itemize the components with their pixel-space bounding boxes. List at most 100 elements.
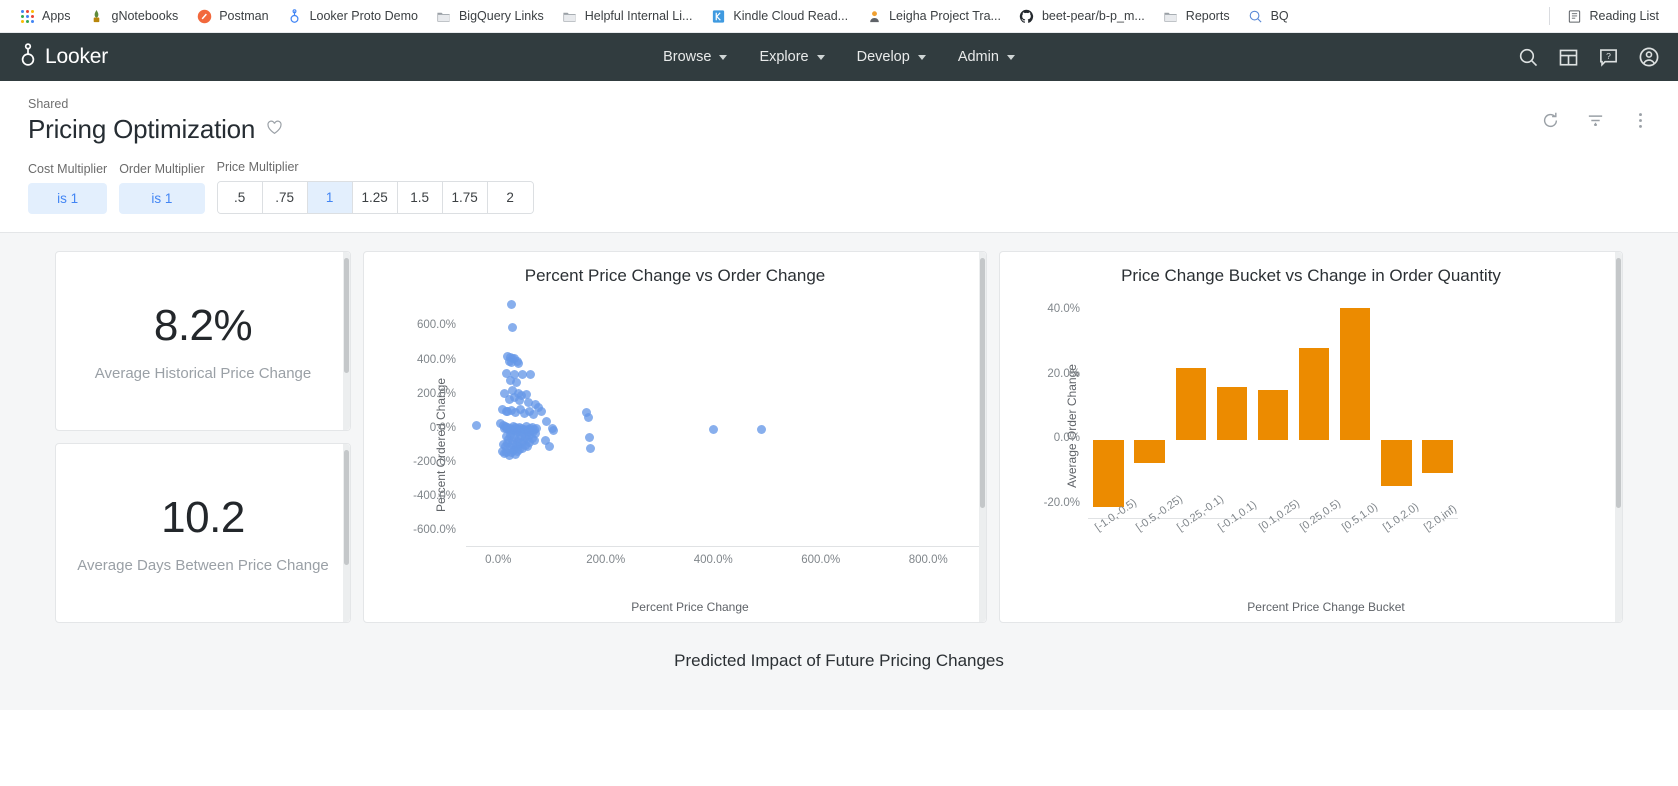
bookmark-looker-proto-demo[interactable]: Looker Proto Demo (278, 4, 427, 28)
chevron-down-icon (719, 54, 728, 60)
folder-icon (436, 8, 452, 24)
scatter-point[interactable] (500, 388, 510, 398)
kpi-tile-average-days-between-price-change[interactable]: 10.2 Average Days Between Price Change (55, 443, 351, 623)
tile-scrollbar[interactable] (343, 444, 350, 622)
scatter-point[interactable] (509, 369, 519, 379)
kpi-value: 10.2 (161, 492, 245, 542)
seg-option-0[interactable]: .5 (217, 182, 263, 213)
bookmark-postman[interactable]: Postman (187, 4, 277, 28)
seg-option-6[interactable]: 2 (487, 182, 533, 213)
bookmark-leigha-project-tracker[interactable]: Leigha Project Tra... (857, 4, 1010, 28)
scatter-point[interactable] (521, 390, 531, 400)
scatter-point[interactable] (507, 386, 517, 396)
bar[interactable] (1175, 367, 1206, 441)
scatter-point[interactable] (506, 357, 516, 367)
scatter-point[interactable] (585, 433, 595, 443)
account-icon[interactable] (1638, 46, 1660, 68)
search-icon[interactable] (1518, 47, 1539, 68)
scatter-point[interactable] (512, 377, 522, 387)
scatter-point[interactable] (536, 406, 546, 416)
bar[interactable] (1422, 440, 1453, 473)
bookmark-bigquery-links[interactable]: BigQuery Links (427, 4, 553, 28)
help-icon[interactable]: ? (1598, 47, 1619, 68)
bookmark-github-repo[interactable]: beet-pear/b-p_m... (1010, 4, 1154, 28)
scatter-point[interactable] (531, 429, 541, 439)
browse-panel-icon[interactable] (1558, 47, 1579, 68)
seg-option-3[interactable]: 1.25 (352, 182, 398, 213)
looker-mark-icon (18, 42, 38, 72)
tile-scrollbar[interactable] (979, 252, 986, 622)
scatter-point[interactable] (472, 420, 482, 430)
bar[interactable] (1340, 307, 1371, 441)
tile-scrollbar[interactable] (343, 252, 350, 430)
scatter-point[interactable] (515, 396, 525, 406)
filter-value-button[interactable]: is 1 (28, 183, 108, 214)
more-options-icon[interactable] (1631, 111, 1650, 135)
scatter-point[interactable] (526, 369, 535, 379)
scatter-point[interactable] (708, 425, 718, 435)
scatter-point[interactable] (505, 375, 515, 385)
scatter-point[interactable] (757, 425, 767, 435)
filter-value-button[interactable]: is 1 (119, 183, 205, 214)
scatter-point[interactable] (542, 416, 552, 426)
seg-option-1[interactable]: .75 (262, 182, 308, 213)
bookmark-kindle-cloud-reader[interactable]: Kindle Cloud Read... (701, 4, 857, 28)
bar[interactable] (1381, 440, 1412, 486)
filter-cost-multiplier: Cost Multiplier is 1 (28, 162, 108, 214)
bookmark-bq[interactable]: BQ (1239, 4, 1298, 28)
bookmark-label: Leigha Project Tra... (889, 9, 1001, 23)
scatter-point[interactable] (520, 409, 530, 419)
scatter-point[interactable] (517, 369, 527, 379)
nav-item-browse[interactable]: Browse (663, 49, 728, 65)
scatter-point[interactable] (544, 441, 554, 451)
scatter-point[interactable] (532, 424, 542, 434)
tile-scrollbar[interactable] (1615, 252, 1622, 622)
filter-icon[interactable] (1586, 111, 1605, 135)
chart-tile-percent-price-change-vs-order-change[interactable]: Percent Price Change vs Order Change Per… (363, 251, 987, 623)
bookmark-apps[interactable]: Apps (10, 4, 80, 28)
scatter-point[interactable] (511, 408, 521, 418)
bar[interactable] (1216, 386, 1248, 441)
bar[interactable] (1257, 390, 1289, 441)
refresh-icon[interactable] (1541, 111, 1560, 135)
scatter-point[interactable] (586, 444, 596, 454)
nav-item-develop[interactable]: Develop (857, 49, 926, 65)
chart-tile-price-change-bucket-vs-change-in-order-quantity[interactable]: Price Change Bucket vs Change in Order Q… (999, 251, 1623, 623)
scatter-point[interactable] (504, 395, 514, 405)
scatter-point[interactable] (529, 435, 539, 445)
bar[interactable] (1093, 440, 1124, 507)
seg-option-4[interactable]: 1.5 (397, 182, 443, 213)
seg-option-5[interactable]: 1.75 (442, 182, 488, 213)
postman-icon (196, 8, 212, 24)
looker-logo[interactable]: Looker (18, 42, 108, 72)
kpi-tile-average-historical-price-change[interactable]: 8.2% Average Historical Price Change (55, 251, 351, 431)
scatter-point[interactable] (524, 438, 534, 448)
scatter-point[interactable] (523, 398, 533, 407)
scatter-point[interactable] (514, 358, 524, 368)
filter-label: Cost Multiplier (28, 162, 108, 176)
scatter-point[interactable] (506, 406, 516, 416)
kindle-icon (710, 8, 726, 24)
scatter-point[interactable] (541, 435, 551, 445)
scatter-point[interactable] (507, 299, 517, 309)
scatter-point[interactable] (548, 426, 558, 436)
nav-item-explore[interactable]: Explore (759, 49, 825, 65)
reading-list-button[interactable]: Reading List (1558, 4, 1669, 28)
scatter-point[interactable] (584, 412, 594, 422)
bar[interactable] (1298, 348, 1330, 441)
scatter-point[interactable] (515, 445, 525, 455)
scatter-point[interactable] (529, 409, 539, 419)
heart-outline-icon[interactable] (266, 119, 283, 141)
bookmark-helpful-internal-links[interactable]: Helpful Internal Li... (553, 4, 702, 28)
looker-nav-items: Browse Explore Develop Admin (0, 49, 1678, 65)
scatter-point[interactable] (508, 322, 518, 332)
nav-item-admin[interactable]: Admin (958, 49, 1015, 65)
x-axis-tick: 400.0% (693, 554, 733, 566)
bar[interactable] (1134, 440, 1165, 463)
breadcrumb[interactable]: Shared (28, 97, 69, 111)
scatter-point[interactable] (509, 392, 519, 402)
bookmark-gnotebooks[interactable]: gNotebooks (80, 4, 188, 28)
bookmark-reports[interactable]: Reports (1154, 4, 1239, 28)
seg-option-2-selected[interactable]: 1 (307, 182, 353, 213)
scatter-point[interactable] (502, 368, 512, 378)
